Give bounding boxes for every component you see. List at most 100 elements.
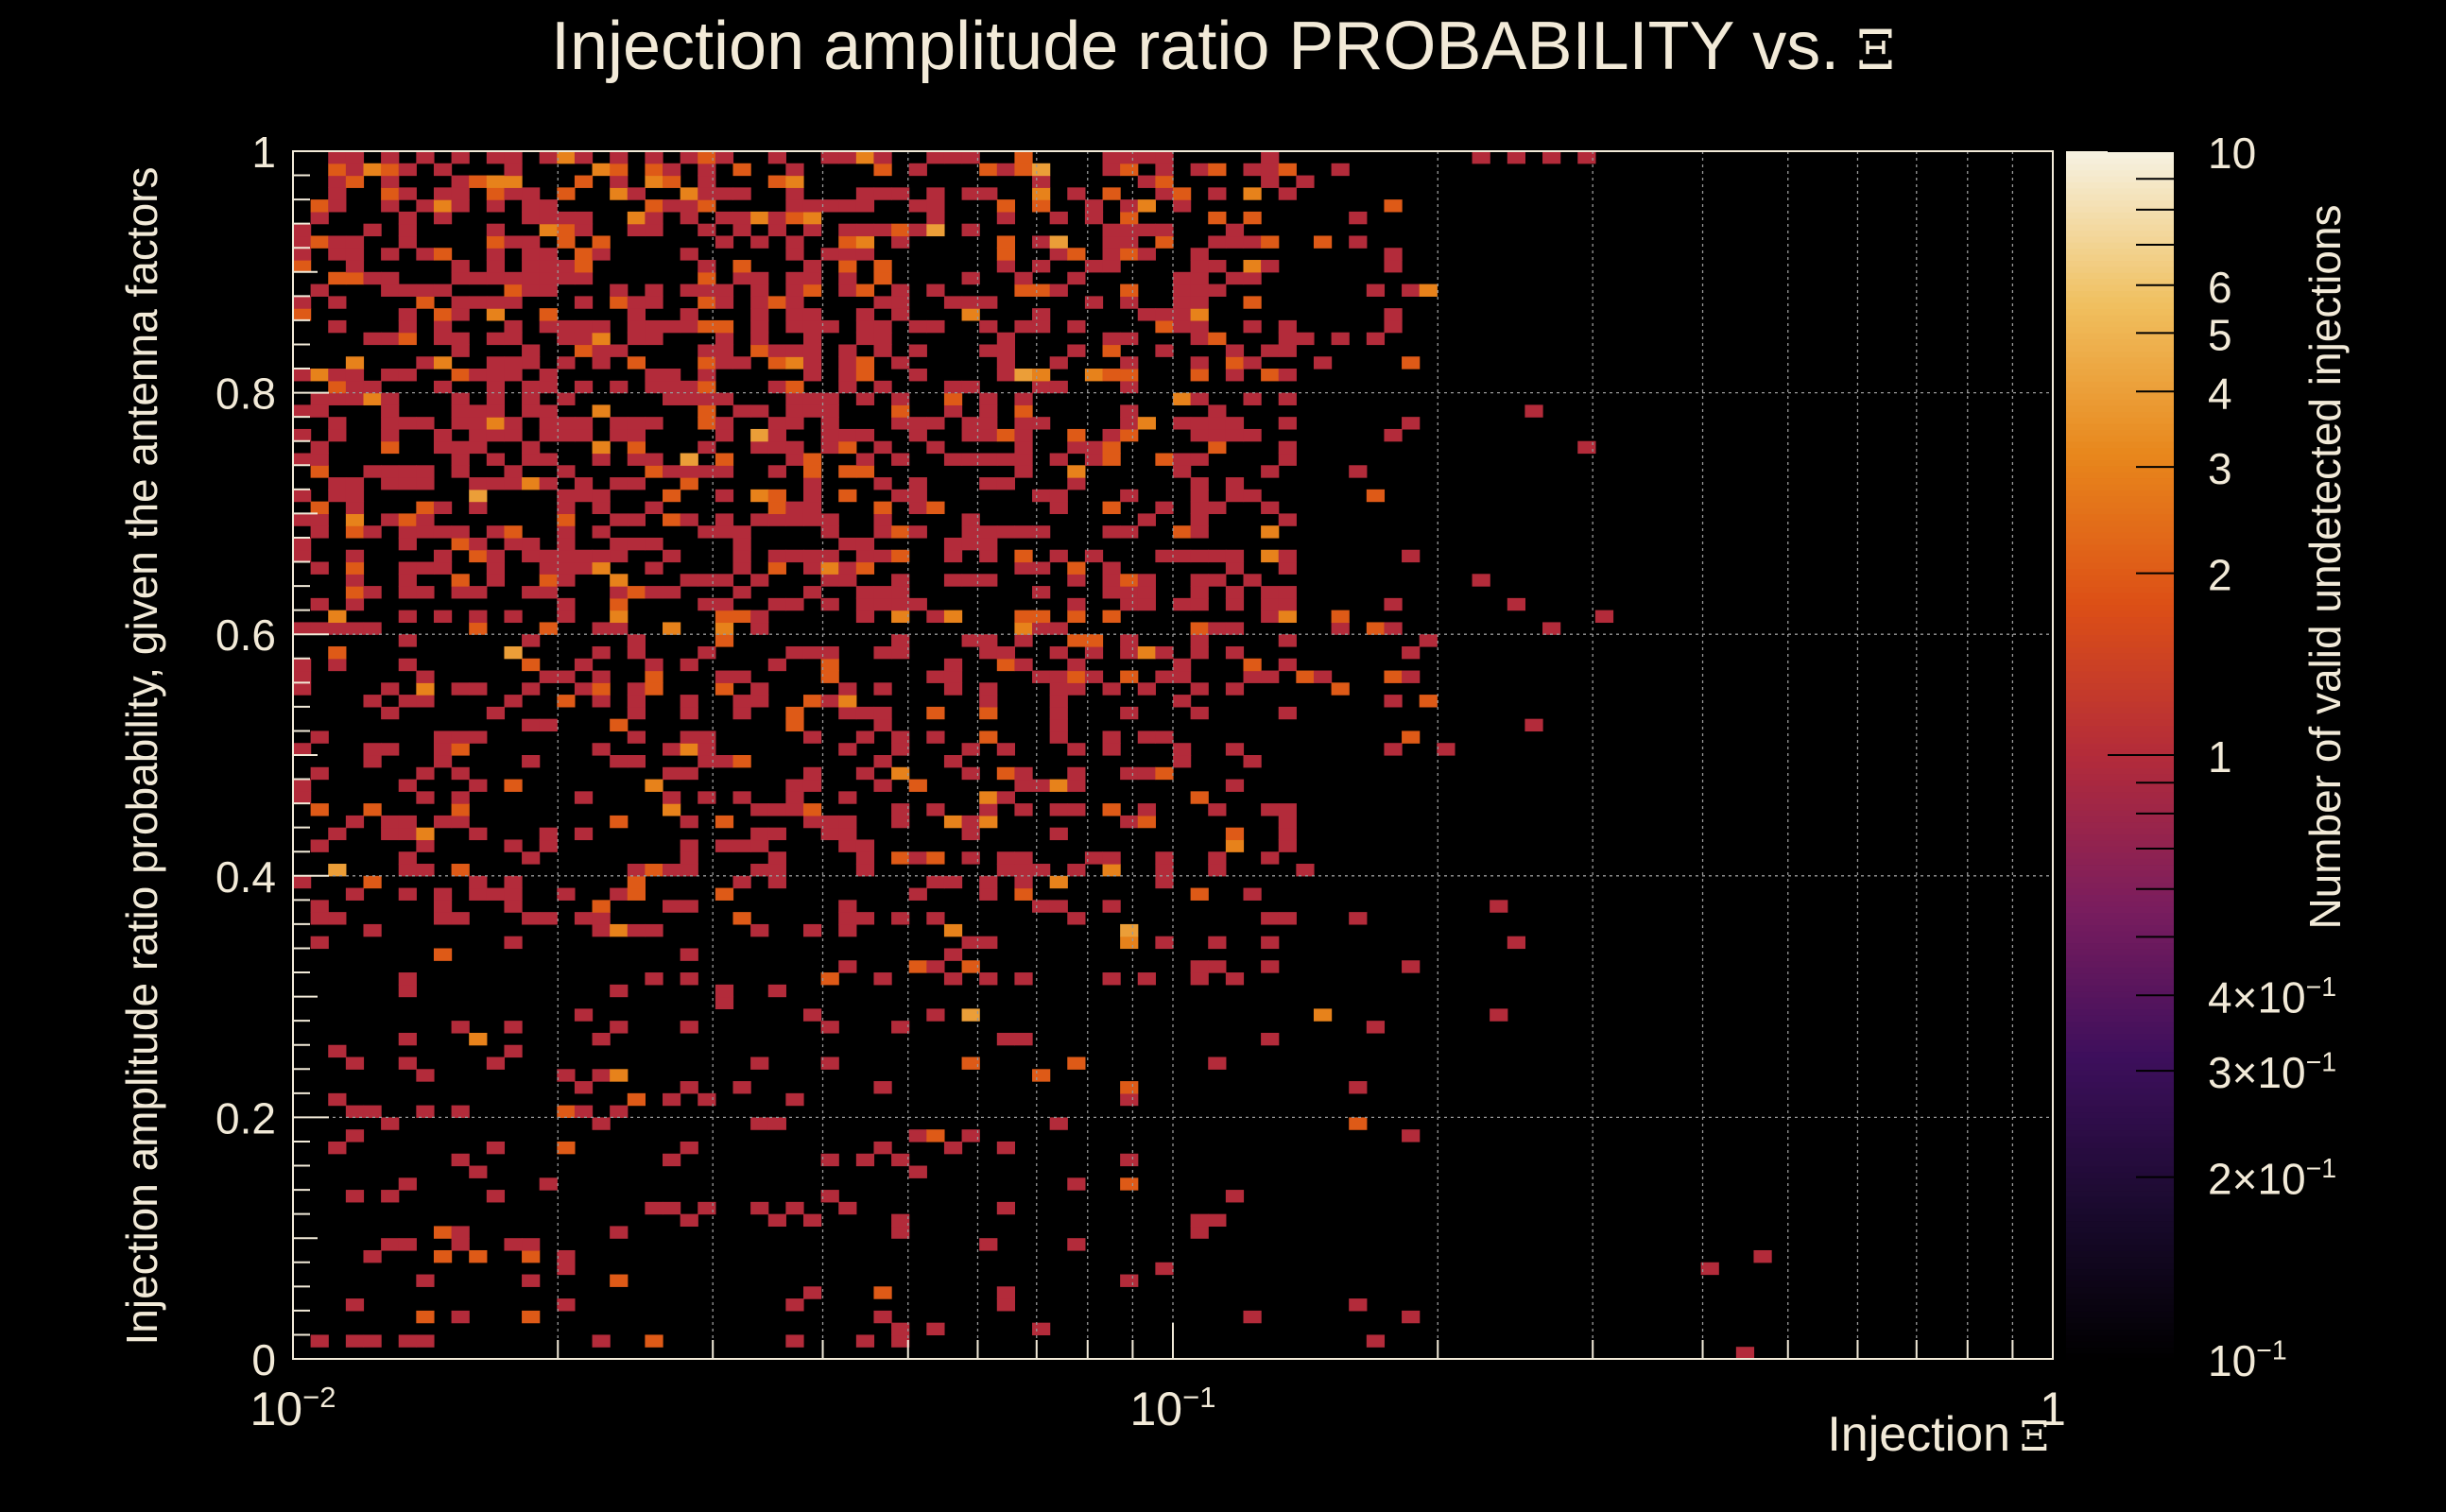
heatmap-cell [398,779,417,792]
heatmap-cell [1490,900,1508,913]
heatmap-cell [750,428,769,442]
heatmap-cell [1102,248,1121,261]
heatmap-cell [926,151,945,164]
heatmap-cell [504,187,523,200]
heatmap-cell [1190,453,1209,466]
heatmap-cell [838,923,857,937]
heatmap-cell [574,477,594,490]
heatmap-cell [961,453,980,466]
heatmap-cell [1049,706,1068,720]
heatmap-cell [1032,489,1051,503]
heatmap-cell [574,561,594,575]
heatmap-cell [1102,525,1121,539]
heatmap-cell [732,755,751,768]
heatmap-cell [522,248,541,261]
heatmap-cell [627,308,646,321]
heatmap-cell [698,417,716,430]
heatmap-cell [522,634,541,647]
heatmap-cell [433,501,453,514]
heatmap-cell [574,791,594,804]
colorbar-segment [2066,893,2174,902]
heatmap-cell [908,887,927,901]
heatmap-cell [785,597,804,611]
heatmap-cell [592,670,611,683]
heatmap-cell [663,864,681,877]
heatmap-cell [433,308,453,321]
heatmap-cell [522,344,541,357]
heatmap-cell [574,260,594,273]
heatmap-cell [469,549,488,563]
heatmap-cell [961,1057,980,1070]
heatmap-cell [1402,549,1421,563]
colorbar-segment [2066,465,2174,472]
heatmap-cell [838,428,857,442]
heatmap-cell [504,271,523,285]
heatmap-cell [398,610,417,624]
colorbar-segment [2066,1177,2174,1185]
heatmap-cell [416,501,435,514]
heatmap-cell [663,803,681,816]
heatmap-cell [645,779,663,792]
heatmap-cell [663,900,681,913]
colorbar-segment [2066,175,2174,182]
heatmap-cell [416,839,435,852]
heatmap-cell [767,344,786,357]
colorbar-segment [2066,537,2174,545]
axis-ticks [292,150,2014,1360]
colorbar-segment [2066,1347,2174,1354]
heatmap-cell [750,344,769,357]
heatmap-cell [1208,211,1227,225]
heatmap-cell [398,1057,417,1070]
heatmap-cell [961,960,980,973]
heatmap-cell [855,597,875,611]
heatmap-cell [610,380,629,394]
heatmap-cell [1296,175,1315,188]
heatmap-cell [961,936,980,950]
heatmap-cell [328,417,347,430]
heatmap-cell [1032,284,1051,297]
colorbar-segment [2066,586,2174,593]
heatmap-cell [504,887,523,901]
heatmap-cell [504,163,523,177]
colorbar-segment [2066,1074,2174,1083]
heatmap-cell [310,199,329,213]
heatmap-cell [416,827,435,841]
heatmap-cell [979,634,998,647]
heatmap-cell [381,682,400,696]
heatmap-cell [1032,586,1051,599]
heatmap-cell [1155,151,1174,164]
heatmap-cell [645,972,663,986]
heatmap-cell [1067,440,1086,455]
heatmap-cell [996,645,1016,660]
heatmap-cell [1208,574,1227,587]
heatmap-cell [1120,634,1139,647]
heatmap-cell [557,187,576,200]
heatmap-cell [996,260,1016,273]
heatmap-cell [785,645,804,660]
heatmap-cell [1278,344,1297,357]
heatmap-cell [592,900,611,913]
colorbar-segment [2066,1081,2174,1089]
heatmap-cell [1102,235,1121,249]
heatmap-cell [680,815,698,829]
heatmap-cell [680,1141,698,1155]
heatmap-cell [1032,864,1051,877]
heatmap-cell [820,972,839,986]
heatmap-cell [1402,960,1421,973]
heatmap-cell [785,706,804,720]
heatmap-cell [1014,284,1033,297]
heatmap-cell [1208,417,1227,430]
heatmap-cell [1155,730,1174,744]
heatmap-cell [1243,1310,1262,1324]
colorbar-segment [2066,440,2174,449]
heatmap-cell [486,706,506,720]
heatmap-cell [627,887,646,901]
heatmap-cell [855,730,875,744]
heatmap-cell [1032,235,1051,249]
heatmap-cell [381,284,400,297]
heatmap-cell [627,211,646,225]
heatmap-cell [1208,803,1227,816]
heatmap-cell [715,235,734,249]
heatmap-cell [663,392,681,405]
